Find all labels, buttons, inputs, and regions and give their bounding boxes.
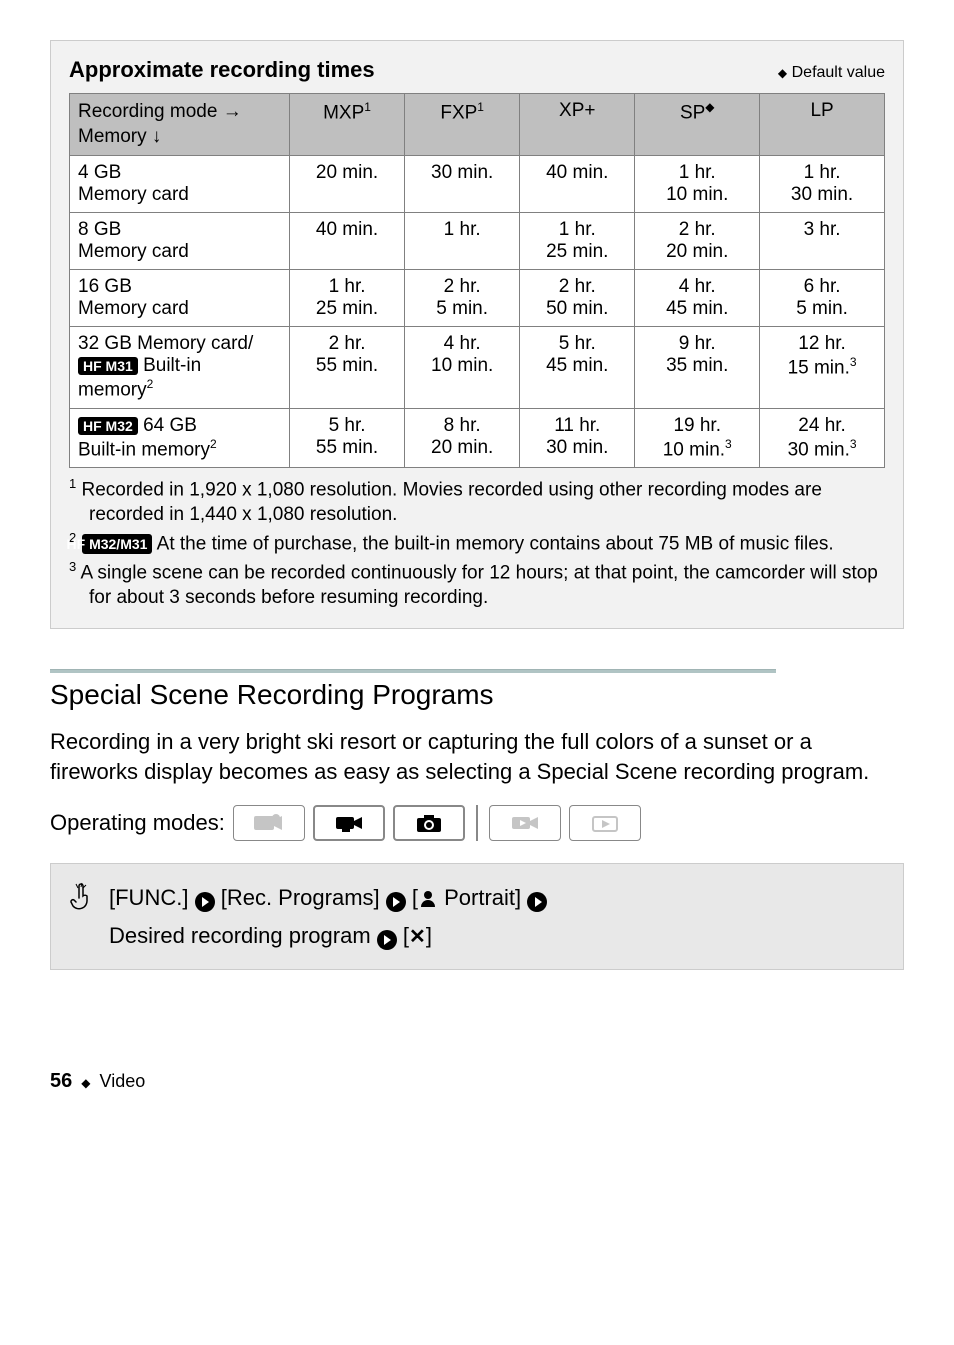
cell: 5 hr.55 min.	[290, 408, 405, 467]
op-label: Operating modes:	[50, 810, 225, 836]
cell: 5 hr.45 min.	[520, 327, 635, 408]
model-badge: HF M32/M31	[82, 534, 153, 554]
table-row: 32 GB Memory card/ HF M31 Built-in memor…	[70, 327, 885, 408]
cell: 2 hr.5 min.	[405, 270, 520, 327]
footer-diamond-icon: ◆	[81, 1076, 90, 1090]
mode-dual-shot-icon	[233, 805, 305, 841]
cell: 1 hr.30 min.	[760, 156, 885, 213]
func-steps-box: [FUNC.] [Rec. Programs] [ Portrait] Desi…	[50, 863, 904, 970]
close-x-icon: ✕	[409, 927, 426, 947]
scene-section: Special Scene Recording Programs Recordi…	[50, 669, 904, 970]
func-s1: [FUNC.]	[109, 885, 188, 910]
mode-divider	[476, 805, 478, 841]
func-s5b: ]	[426, 923, 432, 948]
mode-photo-rec-icon	[393, 805, 465, 841]
th-mode-memory: Recording mode → Memory ↓	[70, 94, 290, 156]
row-label: 4 GB Memory card	[70, 156, 290, 213]
footnote-1: 1 Recorded in 1,920 x 1,080 resolution. …	[69, 476, 885, 528]
cell: 11 hr.30 min.	[520, 408, 635, 467]
cell: 2 hr.55 min.	[290, 327, 405, 408]
page-footer: 56 ◆ Video	[50, 1070, 904, 1093]
footnote-2: 2 HF M32/M31 At the time of purchase, th…	[69, 530, 885, 557]
arrow-icon	[195, 892, 215, 912]
table-row: 16 GB Memory card 1 hr.25 min. 2 hr.5 mi…	[70, 270, 885, 327]
func-s2: [Rec. Programs]	[221, 885, 380, 910]
cell: 4 hr.10 min.	[405, 327, 520, 408]
arrow-icon	[377, 930, 397, 950]
func-s3b: Portrait]	[438, 885, 521, 910]
cell: 1 hr.25 min.	[520, 213, 635, 270]
footnote-3: 3 A single scene can be recorded continu…	[69, 559, 885, 611]
cell: 1 hr.25 min.	[290, 270, 405, 327]
cell: 24 hr.30 min.3	[760, 408, 885, 467]
section-title: Approximate recording times	[69, 57, 375, 83]
cell: 19 hr.10 min.3	[635, 408, 760, 467]
func-text: [FUNC.] [Rec. Programs] [ Portrait] Desi…	[109, 880, 547, 953]
recording-times-table: Recording mode → Memory ↓ MXP1 FXP1 XP+ …	[69, 93, 885, 468]
cell: 6 hr.5 min.	[760, 270, 885, 327]
mode-movie-rec-icon	[313, 805, 385, 841]
operating-modes-row: Operating modes:	[50, 805, 904, 841]
func-s4: Desired recording program	[109, 923, 371, 948]
diamond-icon: ◆	[778, 66, 787, 80]
th-xp: XP+	[520, 94, 635, 156]
footnotes: 1 Recorded in 1,920 x 1,080 resolution. …	[69, 476, 885, 610]
section-rule	[50, 669, 776, 673]
th-sp: SP◆	[635, 94, 760, 156]
cell: 3 hr.	[760, 213, 885, 270]
th-lp: LP	[760, 94, 885, 156]
cell: 40 min.	[290, 213, 405, 270]
cell: 2 hr.50 min.	[520, 270, 635, 327]
th-fxp: FXP1	[405, 94, 520, 156]
touch-hand-icon	[69, 882, 95, 953]
portrait-icon	[418, 883, 438, 918]
th-memory: Memory ↓	[78, 126, 161, 147]
cell: 30 min.	[405, 156, 520, 213]
title-row: Approximate recording times ◆ Default va…	[69, 57, 885, 83]
cell: 9 hr.35 min.	[635, 327, 760, 408]
arrow-icon	[527, 892, 547, 912]
model-badge: HF M31	[78, 357, 138, 375]
page-number: 56	[50, 1070, 72, 1092]
cell: 20 min.	[290, 156, 405, 213]
cell: 8 hr.20 min.	[405, 408, 520, 467]
default-label: Default value	[792, 64, 885, 81]
footer-label: Video	[100, 1071, 146, 1091]
table-row: HF M32 64 GB Built-in memory2 5 hr.55 mi…	[70, 408, 885, 467]
cell: 12 hr.15 min.3	[760, 327, 885, 408]
scene-body: Recording in a very bright ski resort or…	[50, 727, 904, 786]
scene-title: Special Scene Recording Programs	[50, 679, 904, 711]
cell: 1 hr.10 min.	[635, 156, 760, 213]
table-row: 8 GB Memory card 40 min. 1 hr. 1 hr.25 m…	[70, 213, 885, 270]
row-label: HF M32 64 GB Built-in memory2	[70, 408, 290, 467]
recording-times-section: Approximate recording times ◆ Default va…	[50, 40, 904, 629]
row-label: 8 GB Memory card	[70, 213, 290, 270]
table-row: 4 GB Memory card 20 min. 30 min. 40 min.…	[70, 156, 885, 213]
mode-movie-play-icon	[489, 805, 561, 841]
cell: 1 hr.	[405, 213, 520, 270]
cell: 2 hr.20 min.	[635, 213, 760, 270]
row-label: 16 GB Memory card	[70, 270, 290, 327]
th-mxp: MXP1	[290, 94, 405, 156]
cell: 40 min.	[520, 156, 635, 213]
arrow-icon	[386, 892, 406, 912]
th-mode: Recording mode →	[78, 101, 242, 122]
mode-photo-play-icon	[569, 805, 641, 841]
row-label: 32 GB Memory card/ HF M31 Built-in memor…	[70, 327, 290, 408]
default-note: ◆ Default value	[778, 64, 885, 82]
cell: 4 hr.45 min.	[635, 270, 760, 327]
model-badge: HF M32	[78, 417, 138, 435]
